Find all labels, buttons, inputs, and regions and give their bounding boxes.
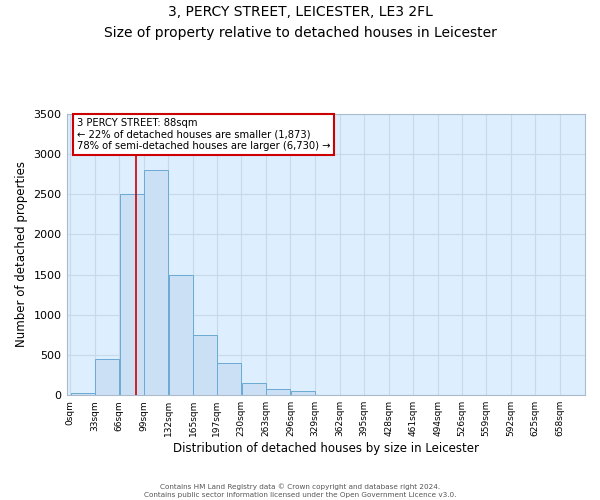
Bar: [144, 170, 168, 395]
Bar: [193, 335, 217, 395]
Y-axis label: Number of detached properties: Number of detached properties: [15, 162, 28, 348]
Bar: [71, 393, 95, 395]
Text: 3, PERCY STREET, LEICESTER, LE3 2FL
Size of property relative to detached houses: 3, PERCY STREET, LEICESTER, LE3 2FL Size…: [104, 5, 496, 40]
X-axis label: Distribution of detached houses by size in Leicester: Distribution of detached houses by size …: [173, 442, 479, 455]
Bar: [291, 391, 314, 395]
Bar: [217, 363, 241, 395]
Text: 3 PERCY STREET: 88sqm
← 22% of detached houses are smaller (1,873)
78% of semi-d: 3 PERCY STREET: 88sqm ← 22% of detached …: [77, 118, 331, 151]
Bar: [119, 194, 143, 395]
Bar: [95, 359, 119, 395]
Bar: [169, 274, 193, 395]
Bar: [242, 383, 266, 395]
Bar: [266, 389, 290, 395]
Text: Contains HM Land Registry data © Crown copyright and database right 2024.
Contai: Contains HM Land Registry data © Crown c…: [144, 484, 456, 498]
